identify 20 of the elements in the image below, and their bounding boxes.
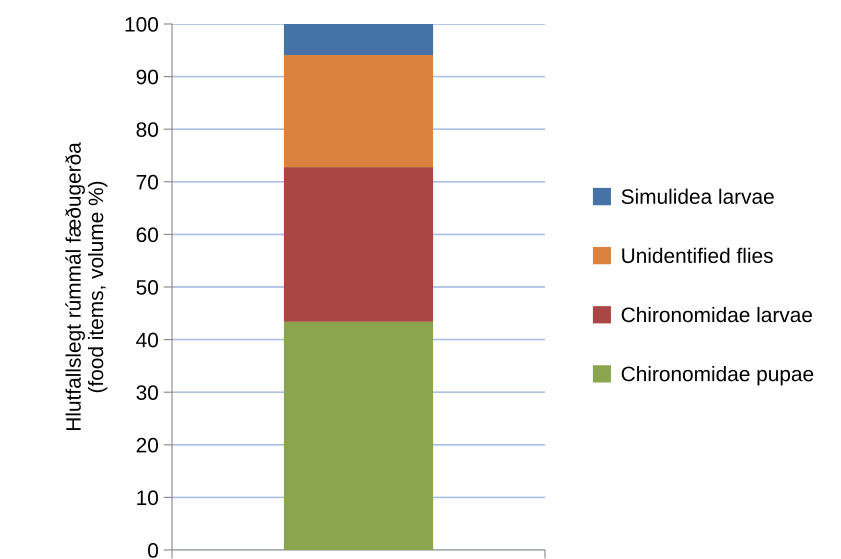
y-tick-label: 80	[136, 122, 158, 137]
y-tick-label: 60	[136, 227, 158, 242]
y-tick-label: 20	[136, 438, 158, 453]
bar	[284, 24, 434, 56]
legend-label: Chironomidae larvae	[622, 306, 812, 322]
y-axis-title: Hlutfallslegt rúmmál fæðugerða (food items, volume %)	[65, 142, 108, 430]
legend-label: Unidentified flies	[622, 248, 773, 264]
y-tick-label: 70	[136, 174, 158, 190]
y-tick-label: 0	[148, 543, 158, 558]
bar	[284, 322, 434, 550]
y-tick-label: 50	[136, 280, 158, 295]
y-tick-label: 10	[137, 490, 158, 506]
y-tick-label: 90	[136, 70, 158, 84]
y-tick-label: 100	[126, 17, 158, 32]
bar	[284, 167, 434, 322]
y-tick-label: 30	[136, 385, 158, 400]
bar	[284, 55, 434, 168]
y-tick-label: 40	[136, 332, 158, 348]
legend-label: Simulidea larvae	[622, 188, 774, 204]
legend-label: Chironomidae pupae	[622, 366, 814, 386]
